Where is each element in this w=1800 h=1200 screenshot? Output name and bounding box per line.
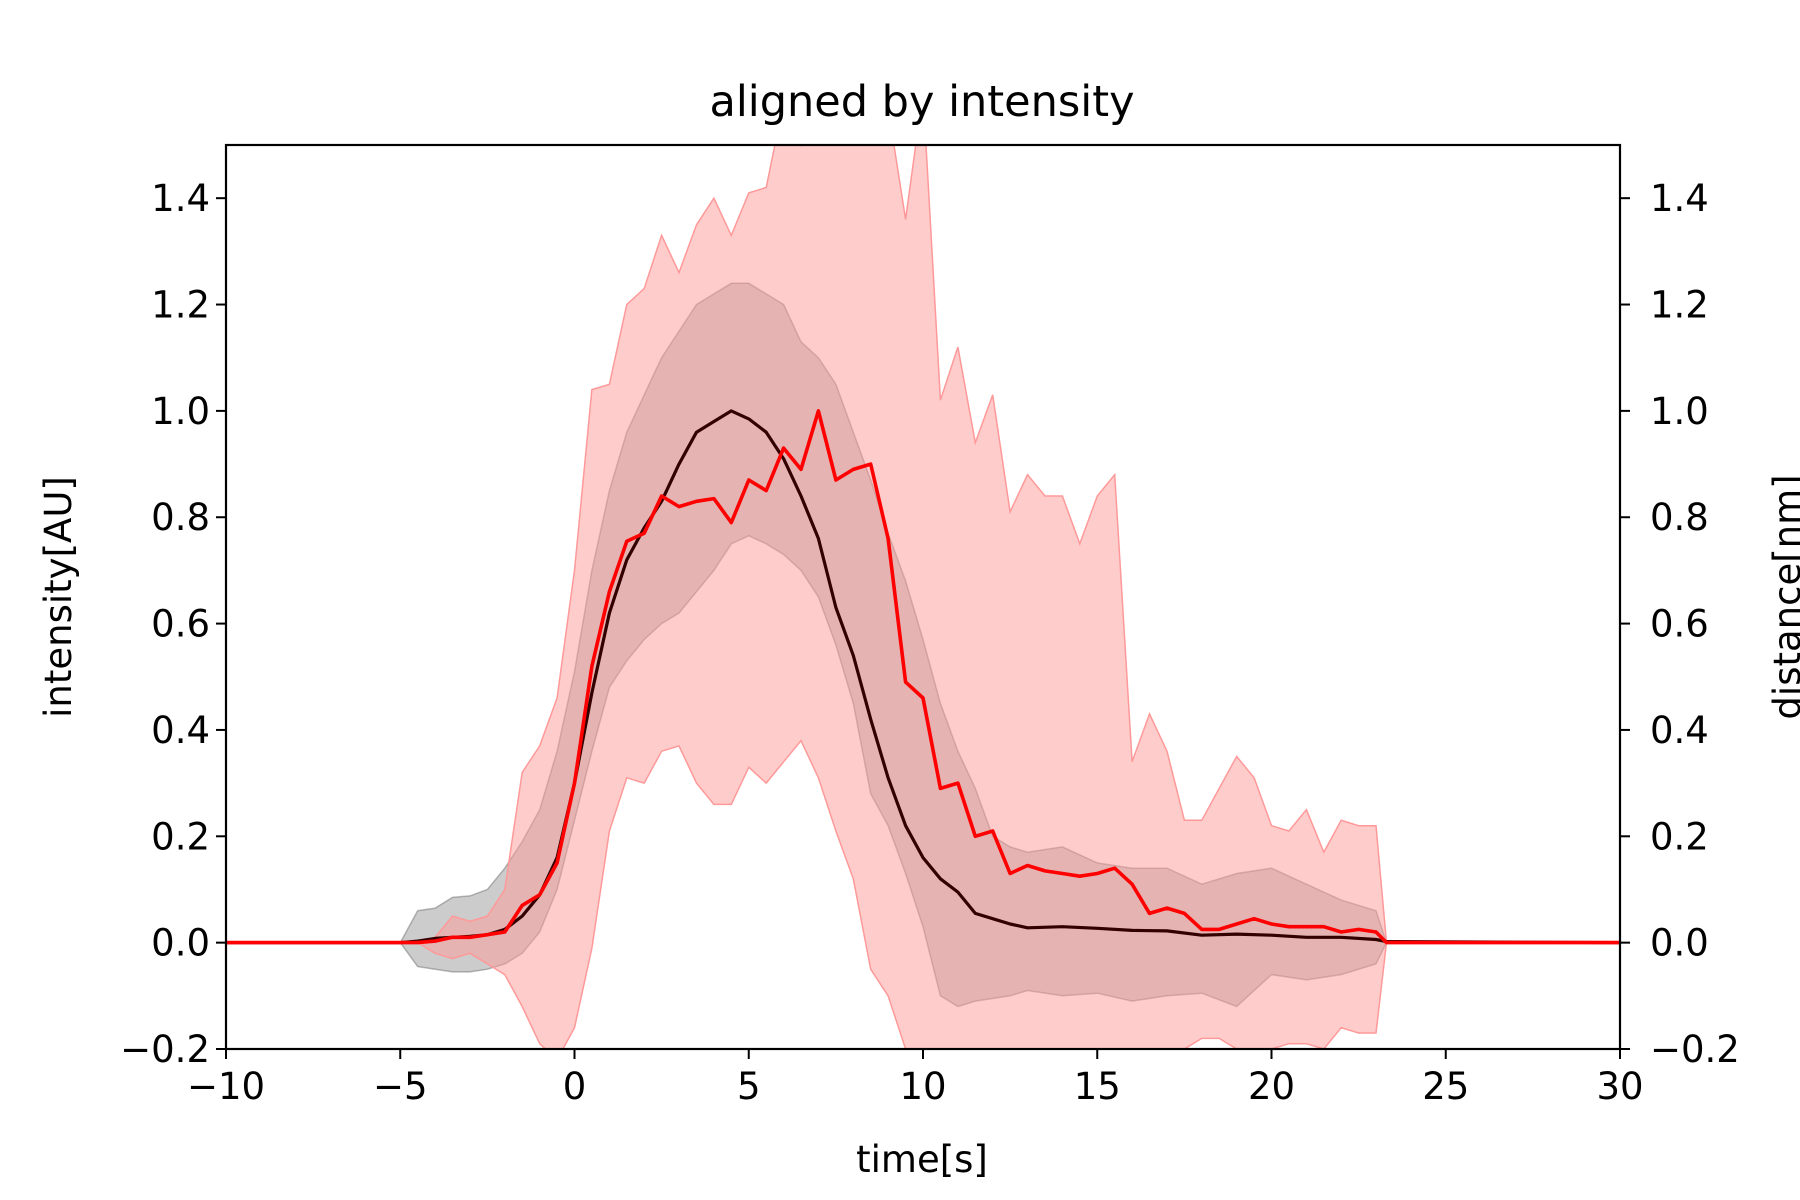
y-right-tick-label: 1.4 [1650,177,1709,220]
y-tick-label: 1.2 [151,284,210,327]
y-tick-label: 1.0 [151,390,210,433]
y-axis-label: intensity[AU] [37,476,80,718]
x-tick-label: 30 [1596,1065,1643,1108]
intensity-mean-line [226,409,1620,945]
y-right-tick-label: 1.0 [1650,390,1709,433]
y-tick-label: 0.0 [151,922,210,965]
y-axis-right: −0.2 0.0 0.2 0.4 0.6 0.8 1.0 1.2 1.4 [1620,177,1740,1071]
y-right-tick-label: 0.4 [1650,709,1709,752]
y-tick-label: 0.6 [151,603,210,646]
x-tick-label: 5 [737,1065,761,1108]
y-axis-left: −0.2 0.0 0.2 0.4 0.6 0.8 1.0 1.2 1.4 [120,177,226,1071]
x-tick-label: 15 [1074,1065,1121,1108]
y-right-tick-label: 0.2 [1650,815,1709,858]
y-axis-right-label: distance[nm] [1766,474,1800,719]
y-tick-label: 0.2 [151,815,210,858]
x-tick-label: −10 [187,1065,265,1108]
x-tick-label: 10 [899,1065,946,1108]
y-tick-label: 0.4 [151,709,210,752]
y-tick-label: 0.8 [151,496,210,539]
x-tick-label: 20 [1248,1065,1295,1108]
x-tick-label: 0 [563,1065,587,1108]
x-axis-label: time[s] [856,1138,988,1181]
y-tick-label: −0.2 [120,1028,210,1071]
y-right-tick-label: 1.2 [1650,284,1709,327]
x-tick-label: −5 [373,1065,428,1108]
chart-title: aligned by intensity [709,77,1134,127]
x-tick-label: 25 [1422,1065,1469,1108]
plot-area [226,145,1620,1049]
y-right-tick-label: 0.0 [1650,922,1709,965]
x-axis: −10 −5 0 5 10 15 20 25 30 [187,1049,1644,1108]
y-tick-label: 1.4 [151,177,210,220]
distance-spread-band [226,145,1620,1049]
y-right-tick-label: 0.8 [1650,496,1709,539]
y-right-tick-label: 0.6 [1650,603,1709,646]
y-right-tick-label: −0.2 [1650,1028,1740,1071]
distance-mean-line [226,409,1620,945]
